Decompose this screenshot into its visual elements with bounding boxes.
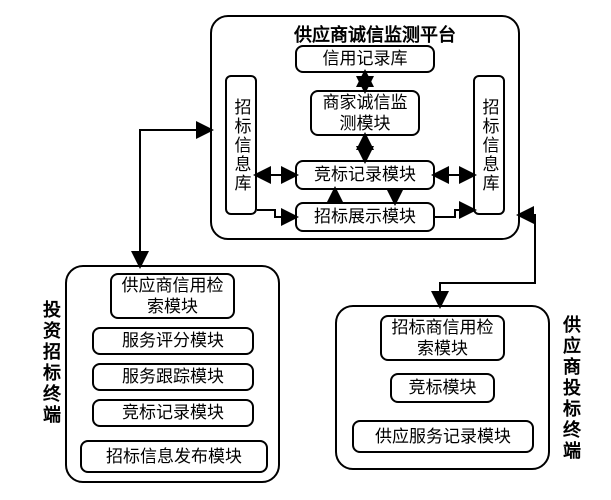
- service-rating-box: 服务评分模块: [92, 327, 254, 355]
- supplier-credit-search-box: 供应商信用检索模块: [110, 273, 235, 319]
- tenderer-credit-search-box: 招标商信用检索模块: [380, 315, 505, 361]
- bidding-box: 竞标模块: [390, 373, 495, 403]
- right-db-box: 招标信息库: [473, 75, 505, 215]
- service-tracking-box: 服务跟踪模块: [92, 363, 254, 391]
- supply-service-record-box: 供应服务记录模块: [352, 420, 534, 453]
- credit-record-box: 信用记录库: [295, 45, 435, 73]
- integrity-monitor-box: 商家诚信监测模块: [310, 90, 420, 136]
- bid-record-top-box: 竞标记录模块: [295, 160, 435, 190]
- tender-display-box: 招标展示模块: [295, 202, 435, 232]
- tender-publish-box: 招标信息发布模块: [80, 440, 268, 473]
- left-db-box: 招标信息库: [225, 75, 257, 215]
- bid-record-left-box: 竞标记录模块: [92, 399, 254, 427]
- top-panel-title: 供应商诚信监测平台: [285, 21, 465, 47]
- right-panel-title: 供应商投标终端: [558, 315, 584, 462]
- diagram-root: 供应商诚信监测平台 信用记录库 商家诚信监测模块 竞标记录模块 招标展示模块 招…: [30, 15, 590, 485]
- left-panel-title: 投资招标终端: [38, 300, 64, 426]
